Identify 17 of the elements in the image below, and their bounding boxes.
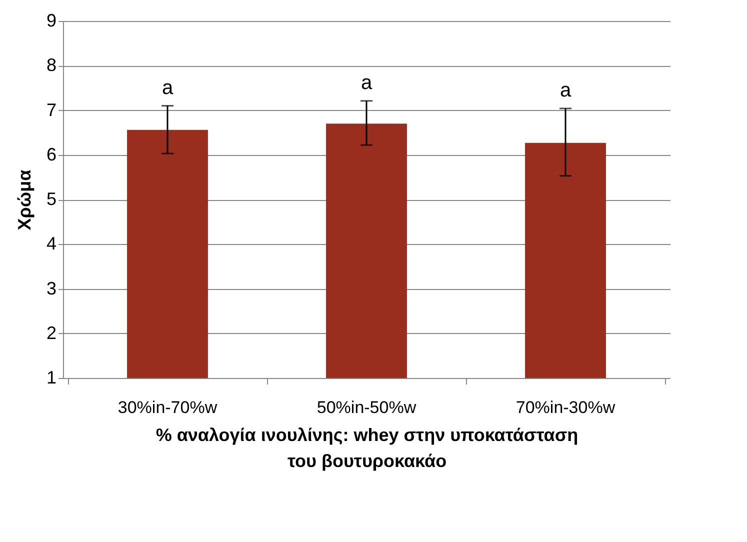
x-axis-title: % αναλογία ινουλίνης: whey στην υποκατάσταση του βουτυροκακάο xyxy=(156,425,578,471)
x-tick-label: 30%in-70%w xyxy=(118,398,218,417)
annotation: a xyxy=(162,76,174,99)
y-tick-label: 3 xyxy=(46,278,56,298)
annotation: a xyxy=(360,72,373,94)
y-tick-label: 5 xyxy=(46,189,56,209)
y-tick-label: 6 xyxy=(46,144,56,164)
x-tick-label: 50%in-50%w xyxy=(316,398,417,417)
y-tick-label: 7 xyxy=(46,100,56,120)
y-tick-label: 2 xyxy=(46,322,56,343)
x-tick-label: 70%in-30%w xyxy=(516,398,616,417)
annotation: a xyxy=(560,79,572,102)
y-axis-title: Χρώμα xyxy=(14,170,34,230)
y-tick-label: 9 xyxy=(46,10,56,30)
y-tick-label: 4 xyxy=(46,234,56,254)
y-tick-label: 1 xyxy=(46,368,56,388)
y-tick-label: 8 xyxy=(46,55,56,76)
